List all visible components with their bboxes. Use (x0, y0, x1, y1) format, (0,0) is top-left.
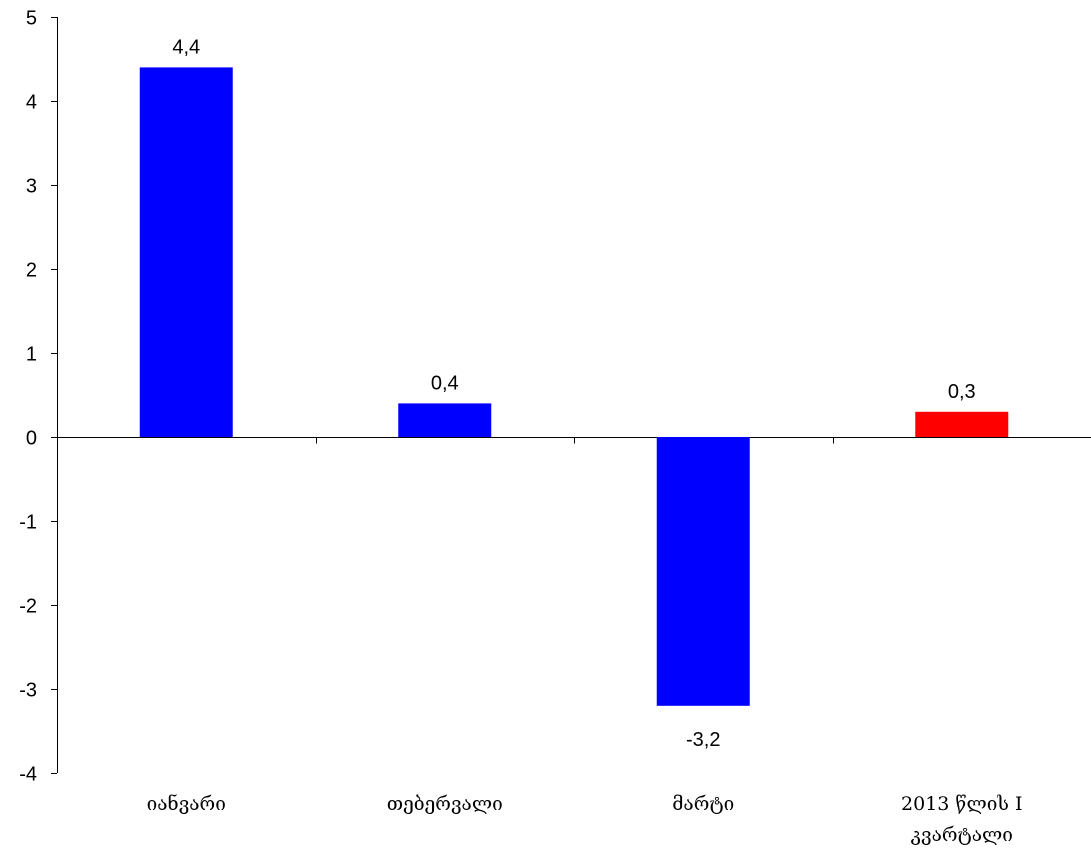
bar (656, 437, 750, 706)
chart-axes (51, 17, 1091, 774)
category-label: თებერვალი (387, 793, 503, 815)
y-tick-label: 3 (26, 176, 37, 198)
bar (915, 411, 1009, 437)
y-tick-label: -3 (19, 680, 37, 702)
y-tick-label: -4 (19, 764, 37, 786)
y-tick-label: -1 (19, 512, 37, 534)
chart-labels: 5 4 3 2 1 0 -1 -2 -3 -4 4,4 იანვარი 0,4 თებერვალი -3,2… (19, 8, 1022, 847)
data-label: 4,4 (172, 36, 200, 58)
chart-bars (139, 67, 1009, 706)
y-tick-label: 2 (26, 260, 37, 282)
bar (398, 403, 492, 437)
data-label: 0,4 (431, 372, 459, 394)
y-tick-label: 0 (26, 428, 37, 450)
bar (139, 67, 233, 438)
data-label: 0,3 (948, 381, 976, 403)
y-tick-label: 5 (26, 8, 37, 30)
y-tick-label: -2 (19, 596, 37, 618)
category-label: იანვარი (147, 793, 226, 815)
category-label: კვარტალი (911, 824, 1013, 846)
y-tick-label: 1 (26, 344, 37, 366)
category-label: 2013 წლის I (901, 793, 1022, 815)
category-label: მარტი (672, 793, 734, 815)
data-label: -3,2 (686, 729, 720, 751)
y-tick-label: 4 (26, 92, 37, 114)
